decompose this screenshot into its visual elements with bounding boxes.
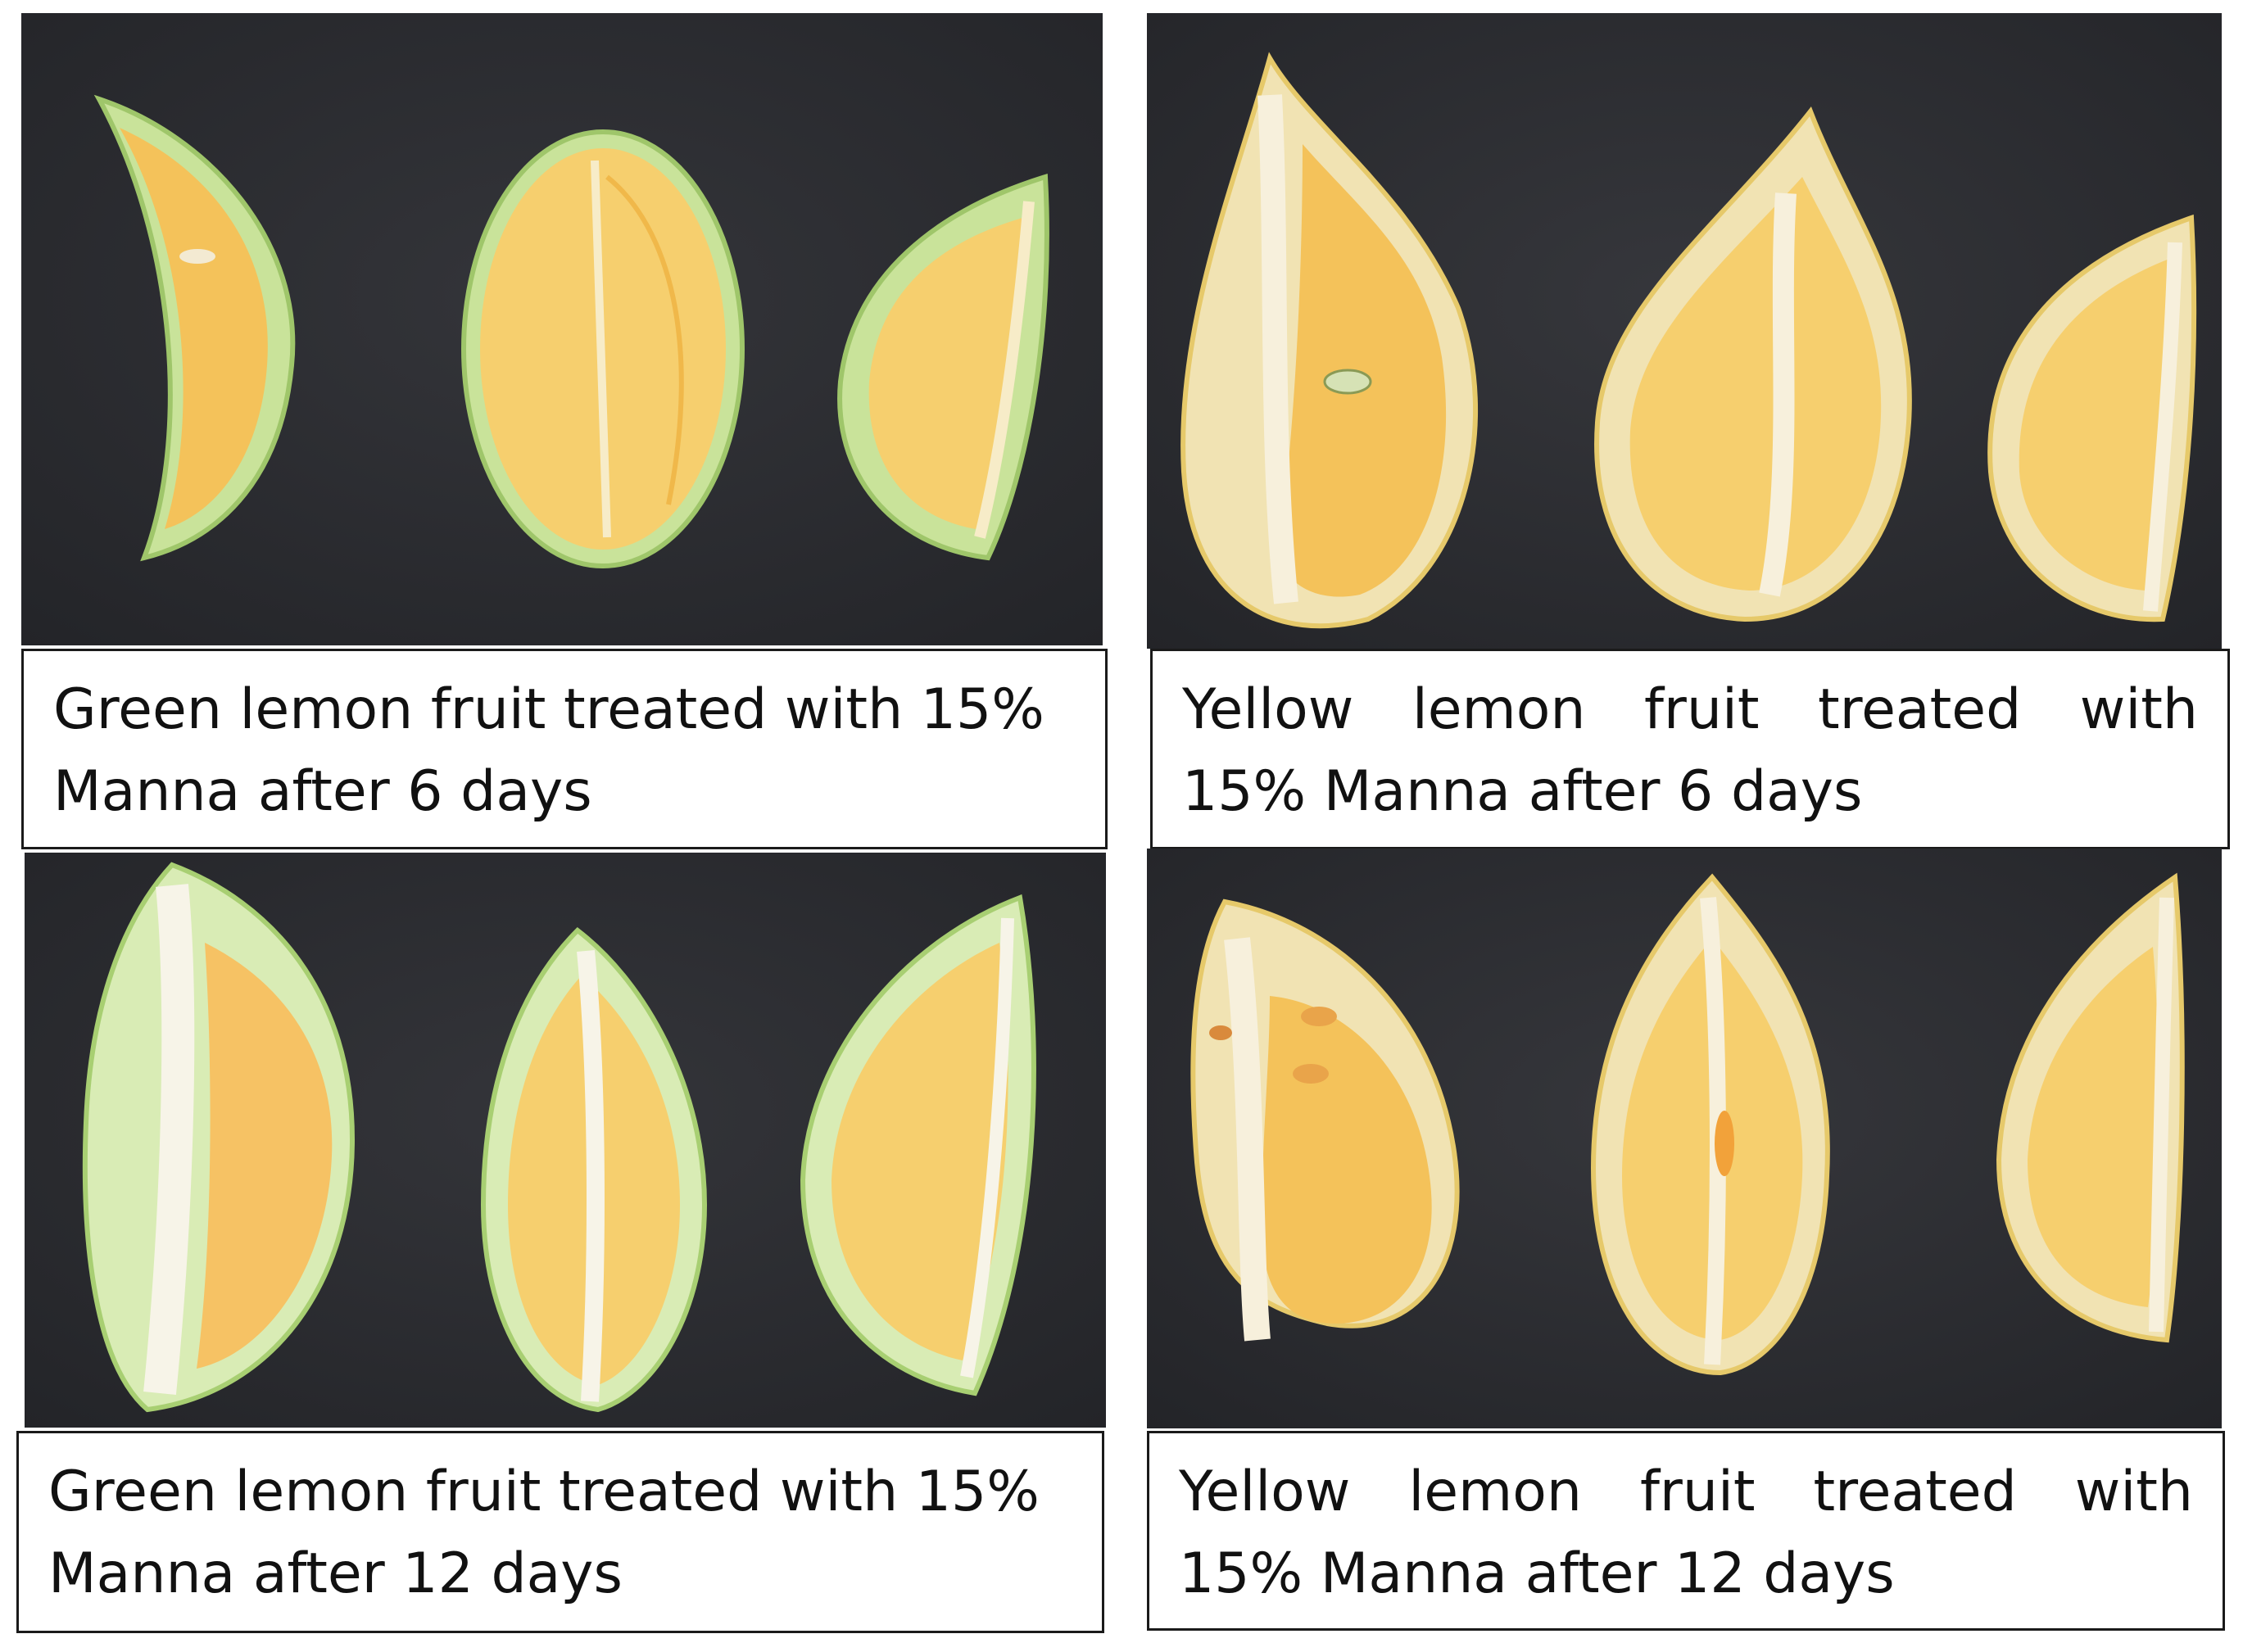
photo-green-12-days [25, 853, 1106, 1428]
photo-yellow-12-days [1147, 849, 2222, 1428]
caption-line-2: Manna after 6 days [53, 759, 592, 824]
caption-line-2: Manna after 12 days [48, 1541, 623, 1606]
caption-yellow-6-days: Yellow lemon fruit treated with 15% Mann… [1150, 649, 2230, 849]
lemon-wedges-photo [21, 13, 1103, 645]
lemon-wedges-photo [25, 853, 1106, 1428]
caption-green-6-days: Green lemon fruit treated with 15% Manna… [21, 649, 1108, 849]
caption-line-1: Yellow lemon fruit treated with [1182, 677, 2198, 742]
caption-green-12-days: Green lemon fruit treated with 15% Manna… [16, 1431, 1104, 1633]
caption-line-1: Green lemon fruit treated with 15% [48, 1460, 1040, 1524]
caption-line-1: Green lemon fruit treated with 15% [53, 677, 1044, 742]
caption-line-1: Yellow lemon fruit treated with [1179, 1460, 2193, 1524]
lemon-wedges-photo [1147, 13, 2222, 649]
caption-yellow-12-days: Yellow lemon fruit treated with 15% Mann… [1147, 1431, 2225, 1631]
lemon-wedges-photo [1147, 849, 2222, 1428]
caption-line-2: 15% Manna after 12 days [1179, 1541, 1895, 1606]
photo-yellow-6-days [1147, 13, 2222, 649]
caption-line-2: 15% Manna after 6 days [1182, 759, 1863, 824]
photo-green-6-days [21, 13, 1103, 645]
